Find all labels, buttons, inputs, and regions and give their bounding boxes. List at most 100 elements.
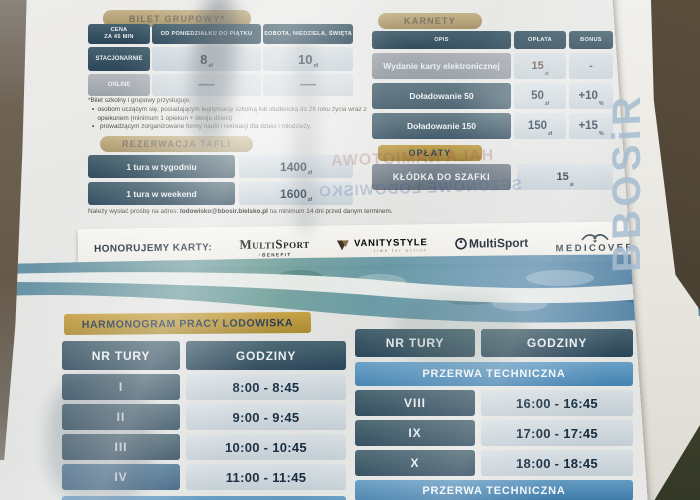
schedule-header-row: NR TURY GODZINY (62, 341, 346, 370)
tree-reflection (292, 28, 318, 233)
note-text: na minimum 14 dni przed danym terminem. (267, 208, 393, 215)
footnote-bullet: • osobom uczącym się, posiadającym legit… (92, 106, 373, 123)
footnote-intro: *Bilet szkolny i grupowy przysługuje: (88, 97, 192, 104)
tour-number: VIII (355, 390, 475, 416)
tour-hours: 8:00 - 8:45 (186, 374, 346, 400)
price-cell: 15 zł (517, 164, 613, 190)
price-cell: — (152, 74, 261, 96)
tour-number: X (355, 450, 475, 476)
schedule-table-left: NR TURY GODZINY I 8:00 - 8:45 II 9:00 - … (62, 341, 346, 500)
note-text: Należy wysłać prośbę na adres: (88, 208, 180, 215)
technical-break-bar: PRZERWA TECHNICZNA (62, 496, 346, 500)
table-row: 1 tura w tygodniu 1400 zł (88, 155, 353, 178)
karnety-header-row: OPIS OPŁATA BONUS (372, 31, 613, 49)
col-header-cena-line1: CENA (110, 27, 128, 34)
schedule-row: IV 11:00 - 11:45 (62, 464, 346, 490)
price-value: 1600 (280, 186, 307, 201)
schedule-title: HARMONOGRAM PRACY LODOWISKA (63, 311, 312, 336)
col-header-weekend: SOBOTA, NIEDZIELA, ŚWIĘTA (263, 24, 353, 44)
price-unit: zł (307, 170, 312, 177)
logo-medicover: MEDICOVER (555, 230, 635, 254)
row-label-stacjonarnie: STACJONARNIE (88, 47, 150, 71)
schedule-row: IX 17:00 - 17:45 (355, 420, 633, 446)
bonus-cell: +10 % (569, 83, 613, 109)
tour-number: III (62, 434, 180, 460)
bonus-unit: % (598, 101, 604, 108)
technical-break-bar: PRZERWA TECHNICZNA (355, 362, 633, 386)
schedule-row: I 8:00 - 8:45 (62, 374, 346, 400)
col-header-cena: CENA ZA 45 MIN (88, 24, 150, 44)
note-email: lodowisko@bbosir.bielsko.pl (180, 208, 268, 215)
rezerwacja-title: REZERWACJA TAFLI (100, 136, 253, 152)
price-unit: zł (548, 131, 553, 138)
footnote-bullet-text: osobom uczącym się, posiadającym legitym… (97, 106, 367, 122)
price-value: 1400 (280, 159, 307, 174)
tour-number: IX (355, 420, 475, 446)
tour-number: I (62, 374, 180, 400)
tour-number: IV (62, 464, 180, 490)
col-header-oplata: OPŁATA (514, 31, 566, 49)
multisport-benefit-wordmark: MultiSport (239, 235, 310, 252)
rezerwacja-note: Należy wysłać prośbę na adres: lodowisko… (88, 208, 398, 216)
price-value: 10 (297, 51, 313, 67)
multisport-wordmark: MultiSport (468, 235, 529, 251)
multisport-circle-icon (455, 237, 467, 250)
col-header-weekdays: OD PONIEDZIAŁKU DO PIĄTKU (152, 24, 261, 44)
logo-vanitystyle: VANITYSTYLE time for action (337, 237, 428, 253)
row-label: 1 tura w weekend (88, 182, 235, 205)
bilet-grupowy-table: CENA ZA 45 MIN OD PONIEDZIAŁKU DO PIĄTKU… (88, 24, 353, 96)
table-row: Doładowanie 50 50 zł +10 % (372, 83, 613, 109)
col-header-cena-line2: ZA 45 MIN (104, 34, 134, 40)
row-label-online: ONLINE (88, 74, 150, 96)
table-row: ONLINE — — (88, 74, 353, 96)
price-value: 8 (200, 51, 208, 67)
window-reflection (48, 375, 153, 500)
table-row: 1 tura w weekend 1600 zł (88, 182, 353, 205)
footnote-bullet: • prowadzącym zorganizowane formy nauki … (92, 123, 373, 131)
table-row: STACJONARNIE 8 zł 10 zł (88, 47, 353, 71)
bilet-grupowy-title: BILET GRUPOWY* (103, 10, 251, 27)
price-value: 50 (531, 90, 544, 102)
oplaty-title: OPŁATY (378, 145, 482, 161)
price-cell: 15 zł (514, 53, 566, 79)
table-row: Wydanie karty elektronicznej 15 zł - (372, 53, 613, 79)
vanitystyle-text: VANITYSTYLE time for action (354, 237, 428, 253)
bilet-grupowy-header-row: CENA ZA 45 MIN OD PONIEDZIAŁKU DO PIĄTKU… (88, 24, 353, 44)
row-label: Doładowanie 150 (372, 113, 511, 139)
price-unit: zł (544, 101, 549, 108)
bullet-dot: • (92, 122, 95, 130)
col-header-bonus: BONUS (569, 31, 613, 49)
partners-band: HONORUJEMY KARTY: MultiSport ◔BENEFIT VA… (77, 220, 663, 270)
price-cell: 8 zł (152, 47, 261, 71)
schedule-row: VIII 16:00 - 16:45 (355, 390, 633, 416)
rezerwacja-table: 1 tura w tygodniu 1400 zł 1 tura w weeke… (88, 155, 353, 205)
row-label: Doładowanie 50 (372, 83, 511, 109)
row-label: Wydanie karty elektronicznej (372, 53, 511, 79)
col-header-godziny: GODZINY (481, 329, 633, 357)
logo-multisport: MultiSport (455, 235, 529, 251)
price-cell: — (263, 74, 353, 96)
tour-hours: 17:00 - 17:45 (481, 420, 633, 446)
price-value: 15 (531, 60, 544, 72)
col-header-nr-tury: NR TURY (62, 341, 180, 370)
price-value: 150 (527, 120, 548, 132)
price-value: 15 (556, 171, 569, 183)
bonus-value: +15 (578, 120, 598, 132)
price-unit: zł (313, 62, 318, 69)
medicover-bird-icon (581, 233, 609, 243)
price-cell: 50 zł (514, 83, 566, 109)
col-header-godziny: GODZINY (186, 341, 346, 370)
price-cell: 10 zł (263, 47, 353, 71)
wave-graphic (0, 254, 700, 323)
price-unit: zł (544, 72, 549, 78)
tour-hours: 11:00 - 11:45 (186, 464, 346, 490)
price-unit: zł (208, 62, 213, 69)
col-header-opis: OPIS (372, 31, 511, 49)
price-cell: 1400 zł (239, 155, 353, 178)
partner-logos: MultiSport ◔BENEFIT VANITYSTYLE time for… (212, 229, 662, 258)
footnote-bullets: • osobom uczącym się, posiadającym legit… (92, 106, 373, 131)
technical-break-bar: PRZERWA TECHNICZNA (355, 480, 633, 500)
tour-number: II (62, 404, 180, 430)
row-label: KŁÓDKA DO SZAFKI (372, 164, 511, 190)
tour-hours: 10:00 - 10:45 (186, 434, 346, 460)
